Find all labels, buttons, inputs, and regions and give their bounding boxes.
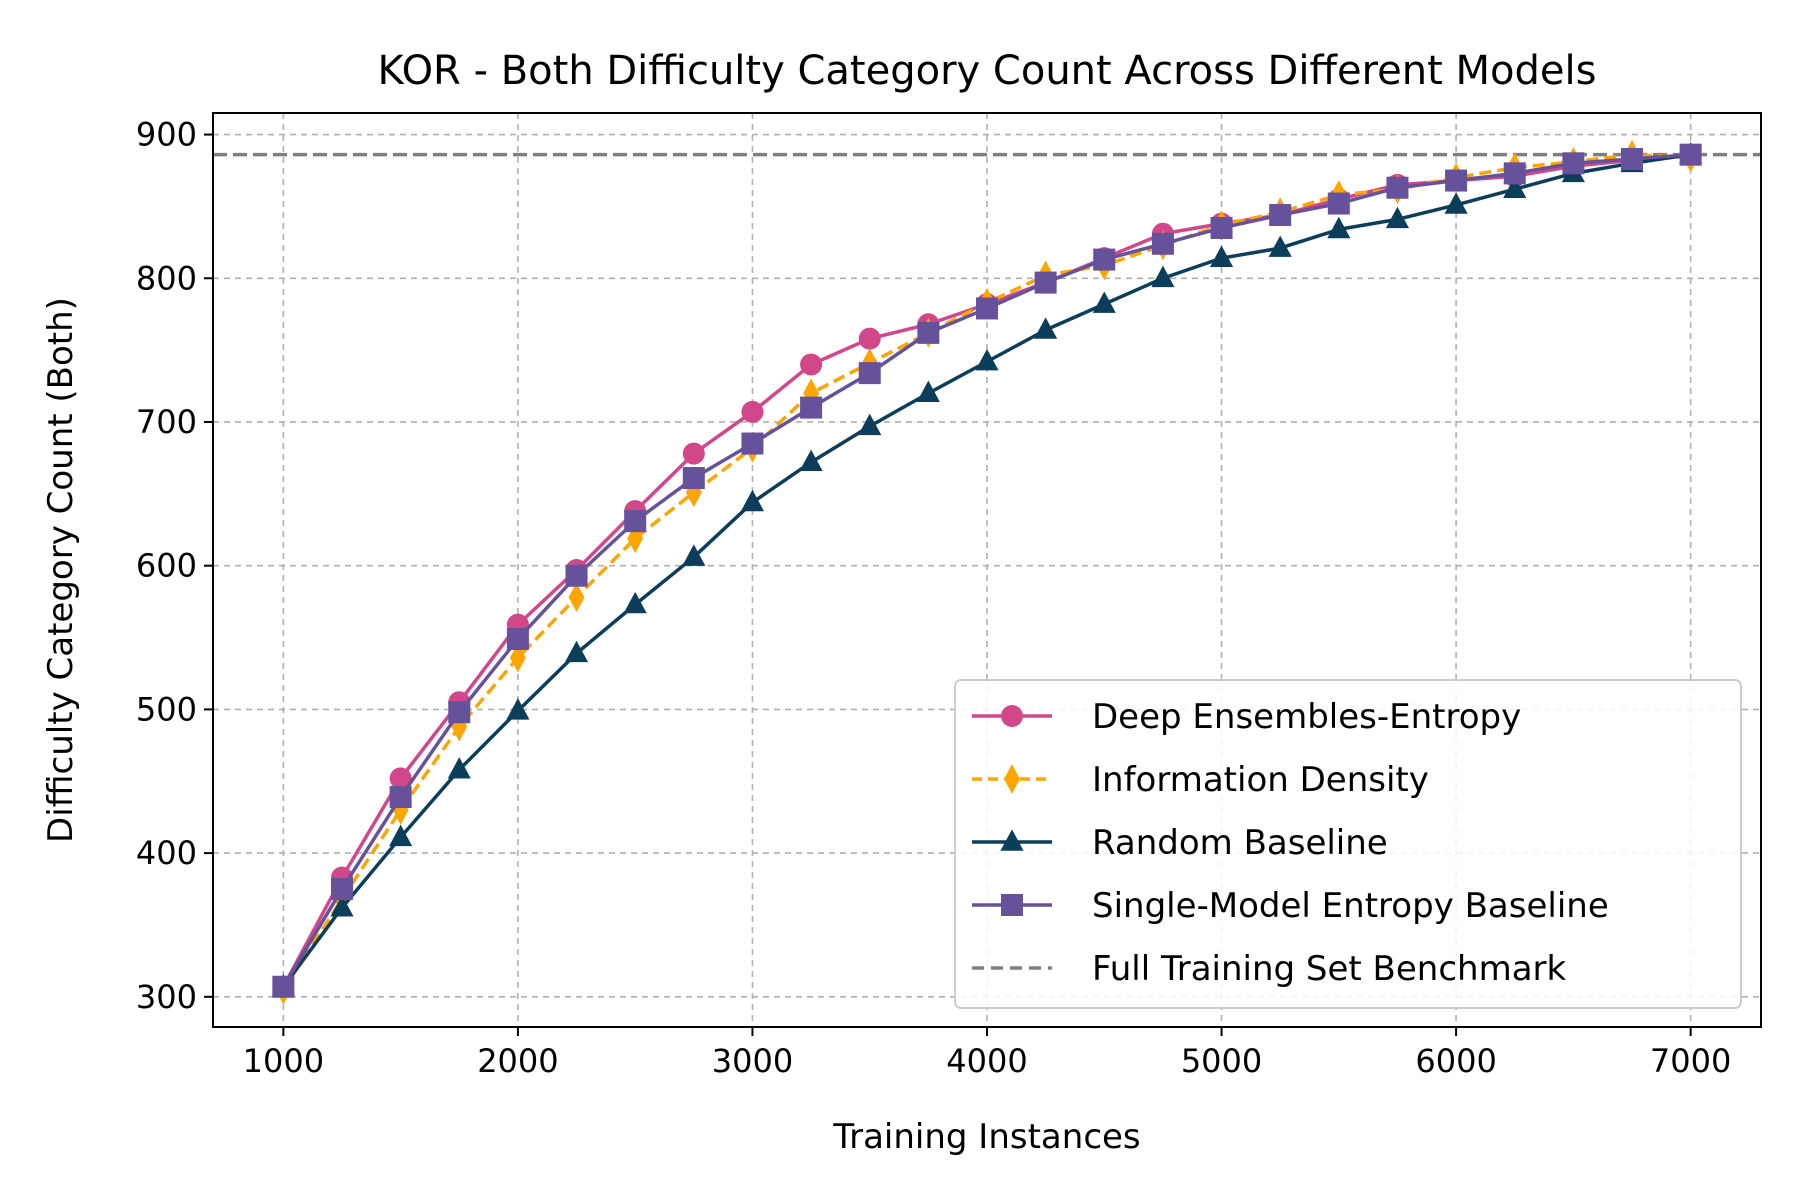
data-point: [1209, 245, 1234, 267]
data-point: [1503, 162, 1526, 185]
series-3: [272, 143, 1702, 998]
y-tick-label: 700: [136, 403, 197, 441]
data-point: [1151, 265, 1175, 288]
legend-label: Deep Ensembles-Entropy: [1092, 697, 1521, 737]
data-point: [1092, 291, 1116, 313]
data-point: [975, 348, 999, 371]
data-point: [506, 698, 530, 720]
y-tick-label: 300: [136, 978, 197, 1016]
x-tick-label: 6000: [1415, 1042, 1496, 1080]
x-tick-label: 3000: [712, 1042, 793, 1080]
data-point: [858, 362, 881, 385]
data-point: [331, 878, 353, 901]
data-point: [1210, 216, 1233, 239]
data-point: [1503, 176, 1527, 198]
legend-marker: [1001, 705, 1023, 727]
data-point: [741, 400, 764, 423]
data-point: [800, 353, 823, 376]
data-point: [682, 442, 705, 465]
data-point: [623, 591, 647, 614]
data-point: [1151, 232, 1174, 255]
data-point: [1444, 192, 1468, 214]
y-tick-label: 800: [136, 259, 197, 297]
data-point: [740, 489, 765, 512]
data-point: [447, 757, 471, 779]
data-point: [1268, 235, 1292, 257]
data-point: [389, 786, 412, 809]
data-point: [1327, 216, 1351, 239]
y-tick-label: 600: [136, 547, 197, 585]
legend-marker: [1000, 829, 1024, 851]
legend-label: Random Baseline: [1092, 823, 1388, 863]
legend-item: Information Density: [972, 760, 1429, 800]
legend-marker: [1001, 894, 1023, 916]
data-point: [565, 564, 588, 587]
x-axis-ticks: 1000 2000 3000 4000 5000 6000 7000: [243, 1027, 1731, 1080]
data-point: [568, 582, 585, 613]
data-point: [448, 701, 471, 724]
data-point: [509, 642, 526, 673]
x-tick-label: 2000: [477, 1042, 558, 1080]
data-point: [272, 975, 295, 998]
x-tick-label: 4000: [946, 1042, 1027, 1080]
chart-title: KOR - Both Difficulty Category Count Acr…: [378, 48, 1597, 94]
data-point: [1327, 192, 1350, 215]
series-layer: [271, 139, 1703, 1005]
data-point: [1445, 169, 1468, 192]
data-point: [564, 640, 589, 663]
data-point: [1034, 271, 1057, 294]
data-point: [858, 327, 881, 350]
data-point: [682, 467, 705, 490]
legend-label: Single-Model Entropy Baseline: [1092, 886, 1609, 926]
legend: Deep Ensembles-Entropy Information Densit…: [954, 679, 1742, 1009]
data-point: [976, 297, 998, 320]
y-tick-label: 500: [136, 690, 197, 728]
legend-item: Single-Model Entropy Baseline: [972, 886, 1609, 926]
legend-frame: [954, 679, 1742, 1009]
legend-item: Random Baseline: [972, 823, 1388, 863]
data-point: [1034, 317, 1058, 339]
legend-label: Information Density: [1092, 760, 1429, 800]
y-tick-label: 900: [136, 116, 197, 154]
data-point: [1385, 206, 1410, 229]
data-point: [506, 627, 529, 650]
x-tick-label: 7000: [1650, 1042, 1731, 1080]
data-point: [858, 413, 882, 436]
data-point: [1679, 143, 1702, 166]
data-point: [389, 767, 412, 790]
data-point: [1562, 152, 1585, 175]
data-point: [1269, 204, 1292, 227]
data-point: [799, 449, 823, 472]
y-tick-label: 400: [136, 834, 197, 872]
y-axis-ticks: 300 400 500 600 700 800 900: [136, 116, 213, 1016]
data-point: [627, 523, 644, 554]
data-point: [917, 321, 940, 344]
data-point: [682, 544, 706, 566]
legend-item: Full Training Set Benchmark: [972, 949, 1567, 989]
data-point: [916, 380, 940, 403]
data-point: [389, 824, 413, 847]
data-point: [800, 396, 823, 419]
data-point: [741, 432, 764, 455]
data-point: [1093, 248, 1116, 271]
data-point: [1386, 176, 1409, 199]
legend-label: Full Training Set Benchmark: [1092, 949, 1567, 989]
x-tick-label: 1000: [243, 1042, 324, 1080]
data-point: [685, 477, 702, 508]
y-axis-label: Difficulty Category Count (Both): [41, 297, 81, 843]
x-axis-label: Training Instances: [832, 1117, 1140, 1157]
x-tick-label: 5000: [1181, 1042, 1262, 1080]
data-point: [1621, 147, 1643, 170]
legend-item: Deep Ensembles-Entropy: [972, 697, 1521, 737]
legend-marker: [1004, 764, 1020, 794]
data-point: [624, 510, 647, 533]
data-point: [330, 895, 354, 917]
